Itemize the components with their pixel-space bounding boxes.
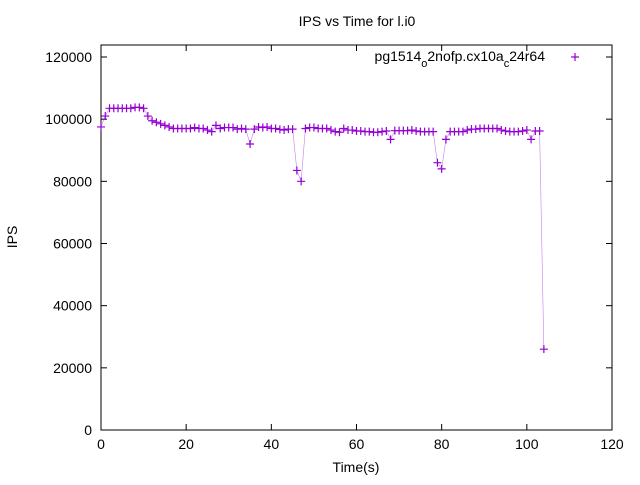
data-point — [258, 123, 267, 132]
data-point — [514, 127, 523, 136]
x-tick-label: 80 — [434, 436, 450, 452]
data-point — [373, 128, 382, 137]
data-point — [186, 124, 195, 133]
data-point — [288, 125, 297, 134]
data-point — [301, 124, 310, 133]
y-tick-label: 100000 — [45, 111, 92, 127]
y-tick-label: 20000 — [53, 360, 92, 376]
data-point — [433, 158, 442, 167]
data-point — [237, 124, 246, 133]
data-point — [165, 122, 174, 131]
data-point — [441, 135, 450, 144]
data-point — [339, 124, 348, 133]
legend-subscript: c — [504, 58, 510, 70]
legend-text-part: 24r64 — [509, 48, 545, 64]
data-point — [190, 123, 199, 132]
data-point — [497, 126, 506, 135]
data-point — [199, 124, 208, 133]
data-point — [493, 124, 502, 133]
data-point — [143, 112, 152, 121]
data-point — [326, 126, 335, 135]
data-point — [382, 126, 391, 135]
y-tick-label: 60000 — [53, 236, 92, 252]
data-point — [246, 140, 255, 149]
data-point — [407, 126, 416, 135]
data-point — [501, 126, 510, 135]
series-line — [100, 107, 545, 350]
data-point — [152, 118, 161, 127]
data-point — [309, 123, 318, 132]
data-point — [527, 135, 536, 144]
data-point — [101, 112, 110, 121]
data-point — [518, 126, 527, 135]
data-point — [216, 124, 225, 133]
legend-label: pg1514o2nofp.cx10ac24r64 — [375, 48, 546, 70]
data-point — [429, 127, 438, 136]
data-point — [458, 127, 467, 136]
data-point — [229, 123, 238, 132]
data-point — [412, 126, 421, 135]
legend-text-part: pg1514 — [375, 48, 422, 64]
data-point — [331, 127, 340, 136]
data-point — [292, 166, 301, 175]
y-tick-label: 0 — [84, 422, 92, 438]
data-point — [156, 119, 165, 128]
x-tick-label: 100 — [515, 436, 539, 452]
data-point — [386, 135, 395, 144]
x-tick-label: 20 — [178, 436, 194, 452]
data-point — [365, 127, 374, 136]
axis-ticks: 0 20 40 60 80 100 120 0 20000 40000 60000 80000 1000… — [45, 45, 624, 452]
y-tick-label: 120000 — [45, 49, 92, 65]
x-tick-label: 60 — [349, 436, 365, 452]
data-point — [271, 124, 280, 133]
data-point — [139, 104, 148, 113]
data-point — [437, 164, 446, 173]
data-point — [539, 345, 548, 354]
legend-plus-icon — [571, 53, 579, 61]
data-point — [535, 126, 544, 135]
data-point — [356, 126, 365, 135]
data-point — [471, 125, 480, 134]
x-axis-label: Time(s) — [333, 459, 380, 475]
legend-text-part: 2nofp.cx10a — [427, 48, 503, 64]
data-point — [280, 126, 289, 135]
y-tick-label: 40000 — [53, 298, 92, 314]
data-point — [203, 126, 212, 135]
data-point — [322, 124, 331, 133]
data-point — [522, 126, 531, 135]
x-tick-label: 40 — [264, 436, 280, 452]
chart-title: IPS vs Time for l.i0 — [299, 13, 416, 29]
x-tick-label: 120 — [600, 436, 624, 452]
x-tick-label: 0 — [97, 436, 105, 452]
y-axis-label: IPS — [4, 226, 20, 249]
data-point — [335, 128, 344, 137]
plot-frame — [100, 44, 613, 431]
data-point — [403, 126, 412, 135]
data-point — [233, 125, 242, 134]
data-point — [126, 104, 135, 113]
data-point — [135, 103, 144, 112]
y-tick-label: 80000 — [53, 173, 92, 189]
data-point — [263, 122, 272, 131]
data-point — [250, 125, 259, 134]
data-point — [297, 177, 306, 186]
data-point — [211, 121, 220, 130]
data-point — [241, 125, 250, 134]
data-point — [254, 122, 263, 131]
legend: pg1514o2nofp.cx10ac24r64 — [375, 48, 579, 70]
data-point — [148, 116, 157, 125]
data-point — [463, 126, 472, 135]
data-point — [275, 125, 284, 134]
legend-subscript: o — [421, 58, 427, 70]
data-point — [160, 121, 169, 130]
data-point — [348, 126, 357, 135]
data-point — [97, 122, 105, 131]
data-series — [97, 103, 548, 354]
data-point — [378, 127, 387, 136]
legend-marker — [571, 53, 579, 61]
data-point — [207, 127, 216, 136]
